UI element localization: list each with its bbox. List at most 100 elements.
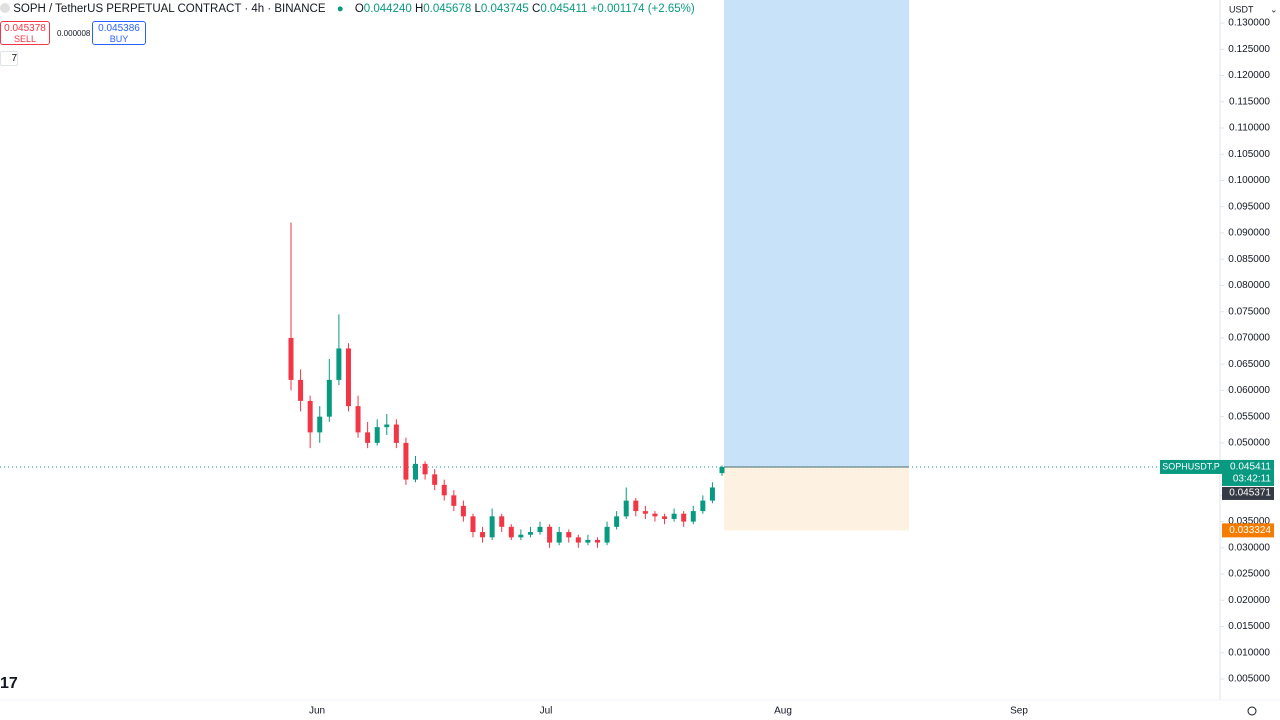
buy-label: BUY	[109, 34, 129, 44]
y-tick-label: 0.065000	[1228, 359, 1270, 370]
y-tick-label: 0.005000	[1228, 674, 1270, 685]
indicators-toggle[interactable]: 7	[0, 51, 18, 66]
last-price-tag	[1222, 459, 1274, 486]
candle-body	[690, 511, 696, 522]
y-tick-label: 0.050000	[1228, 438, 1270, 449]
x-tick-label: Sep	[1010, 706, 1028, 717]
candle-body	[470, 516, 476, 533]
candle-body	[384, 424, 390, 428]
candle-body	[662, 516, 668, 519]
market-dot: ●	[336, 3, 344, 15]
candle-body	[480, 532, 486, 538]
stop-zone	[724, 466, 909, 531]
y-tick-label: 0.115000	[1229, 96, 1270, 107]
y-tick-label: 0.070000	[1228, 333, 1270, 344]
candle-body	[508, 526, 514, 538]
candle-body	[345, 348, 351, 407]
y-tick-label: 0.110000	[1229, 123, 1270, 134]
candle-body	[614, 516, 620, 527]
candle-body	[681, 513, 687, 522]
y-tick-label: 0.040000	[1228, 490, 1270, 501]
candle-body	[499, 516, 505, 527]
candle-body	[441, 484, 447, 496]
logo: 17	[0, 675, 18, 692]
candle-body	[633, 500, 639, 512]
buy-button[interactable]: 0.045386 BUY	[92, 21, 146, 45]
candle-body	[365, 432, 371, 443]
symbol-icon	[0, 3, 10, 13]
ohlc-key: L	[474, 3, 481, 15]
candle-body	[413, 463, 419, 480]
candle-body	[326, 379, 332, 417]
candle-body	[566, 532, 572, 538]
candle-body	[336, 348, 342, 380]
y-tick-label: 0.075000	[1228, 306, 1270, 317]
ohlc-key: C	[532, 3, 541, 15]
countdown: 03:42:11	[1233, 474, 1272, 485]
candle-body	[585, 539, 591, 543]
bid-label: 0.045371	[1229, 488, 1271, 499]
candle-body	[547, 526, 553, 543]
last-price-label: 0.045411	[1230, 462, 1271, 473]
settings-icon[interactable]	[1247, 706, 1257, 716]
y-tick-label: 0.025000	[1228, 569, 1270, 580]
buy-price: 0.045386	[98, 23, 140, 34]
y-tick-label: 0.060000	[1228, 385, 1270, 396]
candle-body	[317, 416, 323, 433]
candle-body	[709, 487, 715, 501]
symbol-header: SOPH / TetherUS PERPETUAL CONTRACT · 4h …	[0, 3, 695, 15]
x-tick-label: Jun	[309, 706, 325, 717]
y-tick-label: 0.095000	[1228, 201, 1270, 212]
candle-body	[307, 400, 313, 433]
candle-body	[288, 337, 294, 380]
y-tick-label: 0.010000	[1228, 647, 1270, 658]
y-tick-label: 0.100000	[1228, 175, 1270, 186]
y-tick-label: 0.045000	[1228, 464, 1270, 475]
currency: USDT	[1229, 4, 1254, 14]
y-tick-label: 0.080000	[1228, 280, 1270, 291]
candle-body	[719, 466, 725, 474]
candle-body	[652, 513, 658, 517]
sell-button[interactable]: 0.045378 SELL	[0, 21, 50, 45]
bid-tag	[1222, 486, 1274, 500]
candle-body	[594, 539, 600, 543]
candle-body	[403, 442, 409, 480]
y-tick-label: 0.130000	[1228, 18, 1270, 29]
y-tick-label: 0.120000	[1228, 70, 1270, 81]
symbol-tag-label: SOPHUSDT.P	[1162, 461, 1220, 471]
candle-body	[432, 474, 438, 485]
spread: 0.000008	[57, 29, 91, 38]
change: +0.001174 (+2.65%)	[590, 3, 695, 15]
candle-body	[575, 537, 581, 543]
sell-label: SELL	[13, 34, 37, 44]
ohlc-key: O	[354, 3, 364, 15]
candle-body	[489, 516, 495, 538]
candle-body	[355, 406, 361, 433]
y-tick-label: 0.090000	[1228, 228, 1270, 239]
candle-body	[537, 526, 543, 533]
stop-label: 0.033324	[1229, 525, 1271, 536]
ohlc-value: 0.045411	[540, 3, 588, 15]
x-tick-label: Aug	[774, 706, 792, 717]
currency-selector[interactable]	[1224, 2, 1278, 17]
stop-tag	[1222, 523, 1274, 538]
y-tick-label: 0.055000	[1228, 411, 1270, 422]
currency-chevron: ⌄	[1270, 4, 1278, 14]
candle-body	[422, 463, 428, 475]
sell-price: 0.045378	[4, 23, 46, 34]
candle-body	[393, 424, 399, 443]
y-tick-label: 0.015000	[1228, 621, 1270, 632]
symbol-tag	[1160, 459, 1222, 474]
y-tick-label: 0.035000	[1228, 516, 1270, 527]
candle-body	[460, 505, 466, 517]
y-tick-label: 0.030000	[1228, 542, 1270, 553]
ohlc-value: 0.043745	[480, 3, 529, 15]
candle-body	[623, 500, 629, 517]
symbol-title[interactable]: SOPH / TetherUS PERPETUAL CONTRACT · 4h …	[13, 3, 326, 15]
candle-body	[642, 511, 648, 514]
ohlc-value: 0.044240	[363, 3, 412, 15]
y-tick-label: 0.085000	[1228, 254, 1270, 265]
